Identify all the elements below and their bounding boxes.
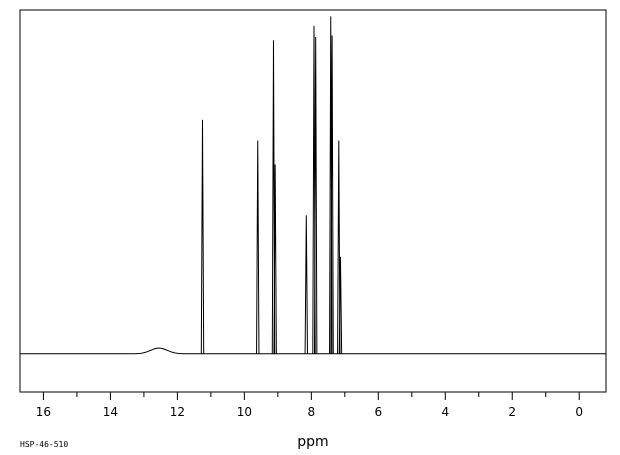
spectrum-peak-9 <box>330 35 334 354</box>
spectrum-peak-4 <box>273 164 277 354</box>
x-tick-label: 14 <box>103 405 118 419</box>
spectrum-peak-11 <box>338 256 343 354</box>
x-tick-label: 10 <box>237 405 252 419</box>
x-tick-label: 6 <box>374 405 382 419</box>
x-axis-ticks <box>42 392 580 400</box>
x-tick-label: 16 <box>36 405 51 419</box>
x-tick-label: 0 <box>575 405 583 419</box>
spectrum-peaks <box>200 16 343 354</box>
spectrum-peak-2 <box>256 140 260 354</box>
spectrum-peak-10 <box>337 140 341 354</box>
x-tick-label: 2 <box>508 405 516 419</box>
x-tick-label: 12 <box>170 405 185 419</box>
spectrum-peak-5 <box>304 215 308 354</box>
x-tick-label: 8 <box>308 405 316 419</box>
x-tick-label: 4 <box>441 405 449 419</box>
spectrum-code-label: HSP-46-510 <box>20 440 68 449</box>
x-axis-tick-labels: 16 14 12 10 8 6 4 2 0 <box>36 405 583 419</box>
x-axis-label: ppm <box>297 434 328 450</box>
spectrum-peak-7 <box>313 37 318 354</box>
spectrum-peak-1 <box>200 119 205 354</box>
